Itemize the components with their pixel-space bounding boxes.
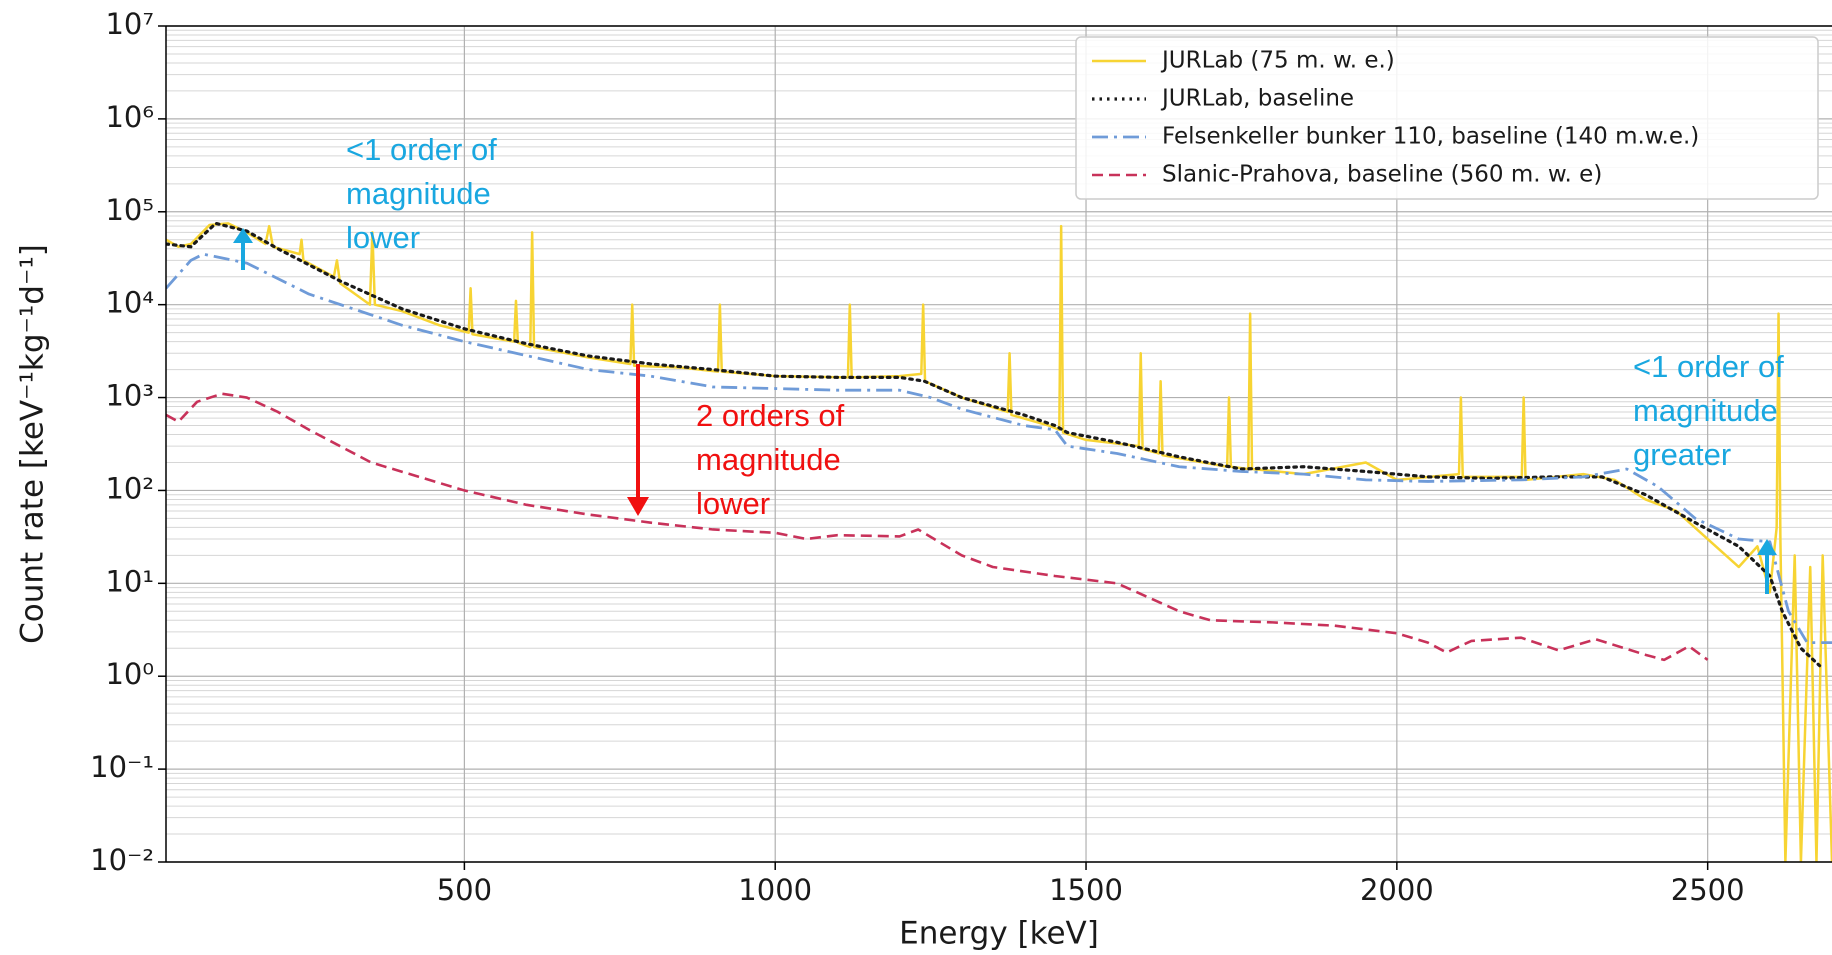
y-tick-label: 10⁵ bbox=[105, 193, 154, 227]
x-tick-label: 2000 bbox=[1360, 873, 1434, 907]
annotation-text: <1 order of bbox=[1633, 349, 1784, 384]
x-tick-label: 1500 bbox=[1049, 873, 1123, 907]
y-tick-label: 10⁻² bbox=[90, 843, 154, 877]
plot-area bbox=[166, 221, 1832, 862]
annotations: <1 order of magnitude lower 2 orders of magn… bbox=[233, 132, 1784, 594]
x-axis-label: Energy [keV] bbox=[899, 916, 1099, 952]
ticks: 10⁻² 10⁻¹ 10⁰ 10¹ 10² 10³ 10⁴ 10⁵ 10⁶ 10⁷ 500 1000 1… bbox=[90, 7, 1744, 907]
legend-box bbox=[1075, 36, 1819, 200]
y-tick-label: 10⁻¹ bbox=[90, 750, 154, 784]
legend-label: JURLab, baseline bbox=[1160, 86, 1354, 112]
y-tick-label: 10⁷ bbox=[105, 7, 154, 41]
series-line bbox=[166, 392, 1709, 662]
arrow-head bbox=[627, 497, 649, 516]
series-line bbox=[166, 252, 1832, 645]
y-tick-label: 10⁴ bbox=[105, 286, 154, 320]
annotation-text: magnitude bbox=[346, 176, 491, 211]
annotation-text: 2 orders of bbox=[696, 398, 845, 433]
annotation-text: lower bbox=[696, 486, 770, 521]
x-tick-label: 2500 bbox=[1671, 873, 1745, 907]
y-tick-label: 10⁰ bbox=[105, 657, 154, 691]
annotation-text: <1 order of bbox=[346, 132, 497, 167]
legend-label: Felsenkeller bunker 110, baseline (140 m… bbox=[1162, 124, 1699, 150]
arrow-head bbox=[233, 228, 253, 243]
arrow bbox=[1757, 539, 1777, 594]
arrow bbox=[233, 228, 253, 270]
x-tick-label: 1000 bbox=[738, 873, 812, 907]
y-tick-label: 10³ bbox=[105, 379, 154, 413]
legend-label: JURLab (75 m. w. e.) bbox=[1160, 48, 1395, 74]
annotation-text: magnitude bbox=[696, 442, 841, 477]
grid bbox=[166, 25, 1832, 863]
series-line bbox=[166, 221, 1822, 668]
x-tick-label: 500 bbox=[437, 873, 492, 907]
arrow-head bbox=[1757, 539, 1777, 555]
axes-frame bbox=[165, 25, 1832, 863]
y-tick-label: 10¹ bbox=[105, 564, 154, 598]
annotation-text: greater bbox=[1633, 437, 1731, 472]
arrow bbox=[627, 364, 649, 516]
legend-label: Slanic-Prahova, baseline (560 m. w. e) bbox=[1162, 162, 1602, 188]
legend: JURLab (75 m. w. e.) JURLab, baseline Fels… bbox=[1075, 36, 1819, 200]
y-tick-label: 10² bbox=[105, 471, 154, 505]
y-axis-label: Count rate [keV⁻¹kg⁻¹d⁻¹] bbox=[15, 244, 51, 644]
annotation-text: lower bbox=[346, 220, 420, 255]
annotation-text: magnitude bbox=[1633, 393, 1778, 428]
y-tick-label: 10⁶ bbox=[105, 100, 154, 134]
series-line bbox=[166, 222, 1832, 862]
